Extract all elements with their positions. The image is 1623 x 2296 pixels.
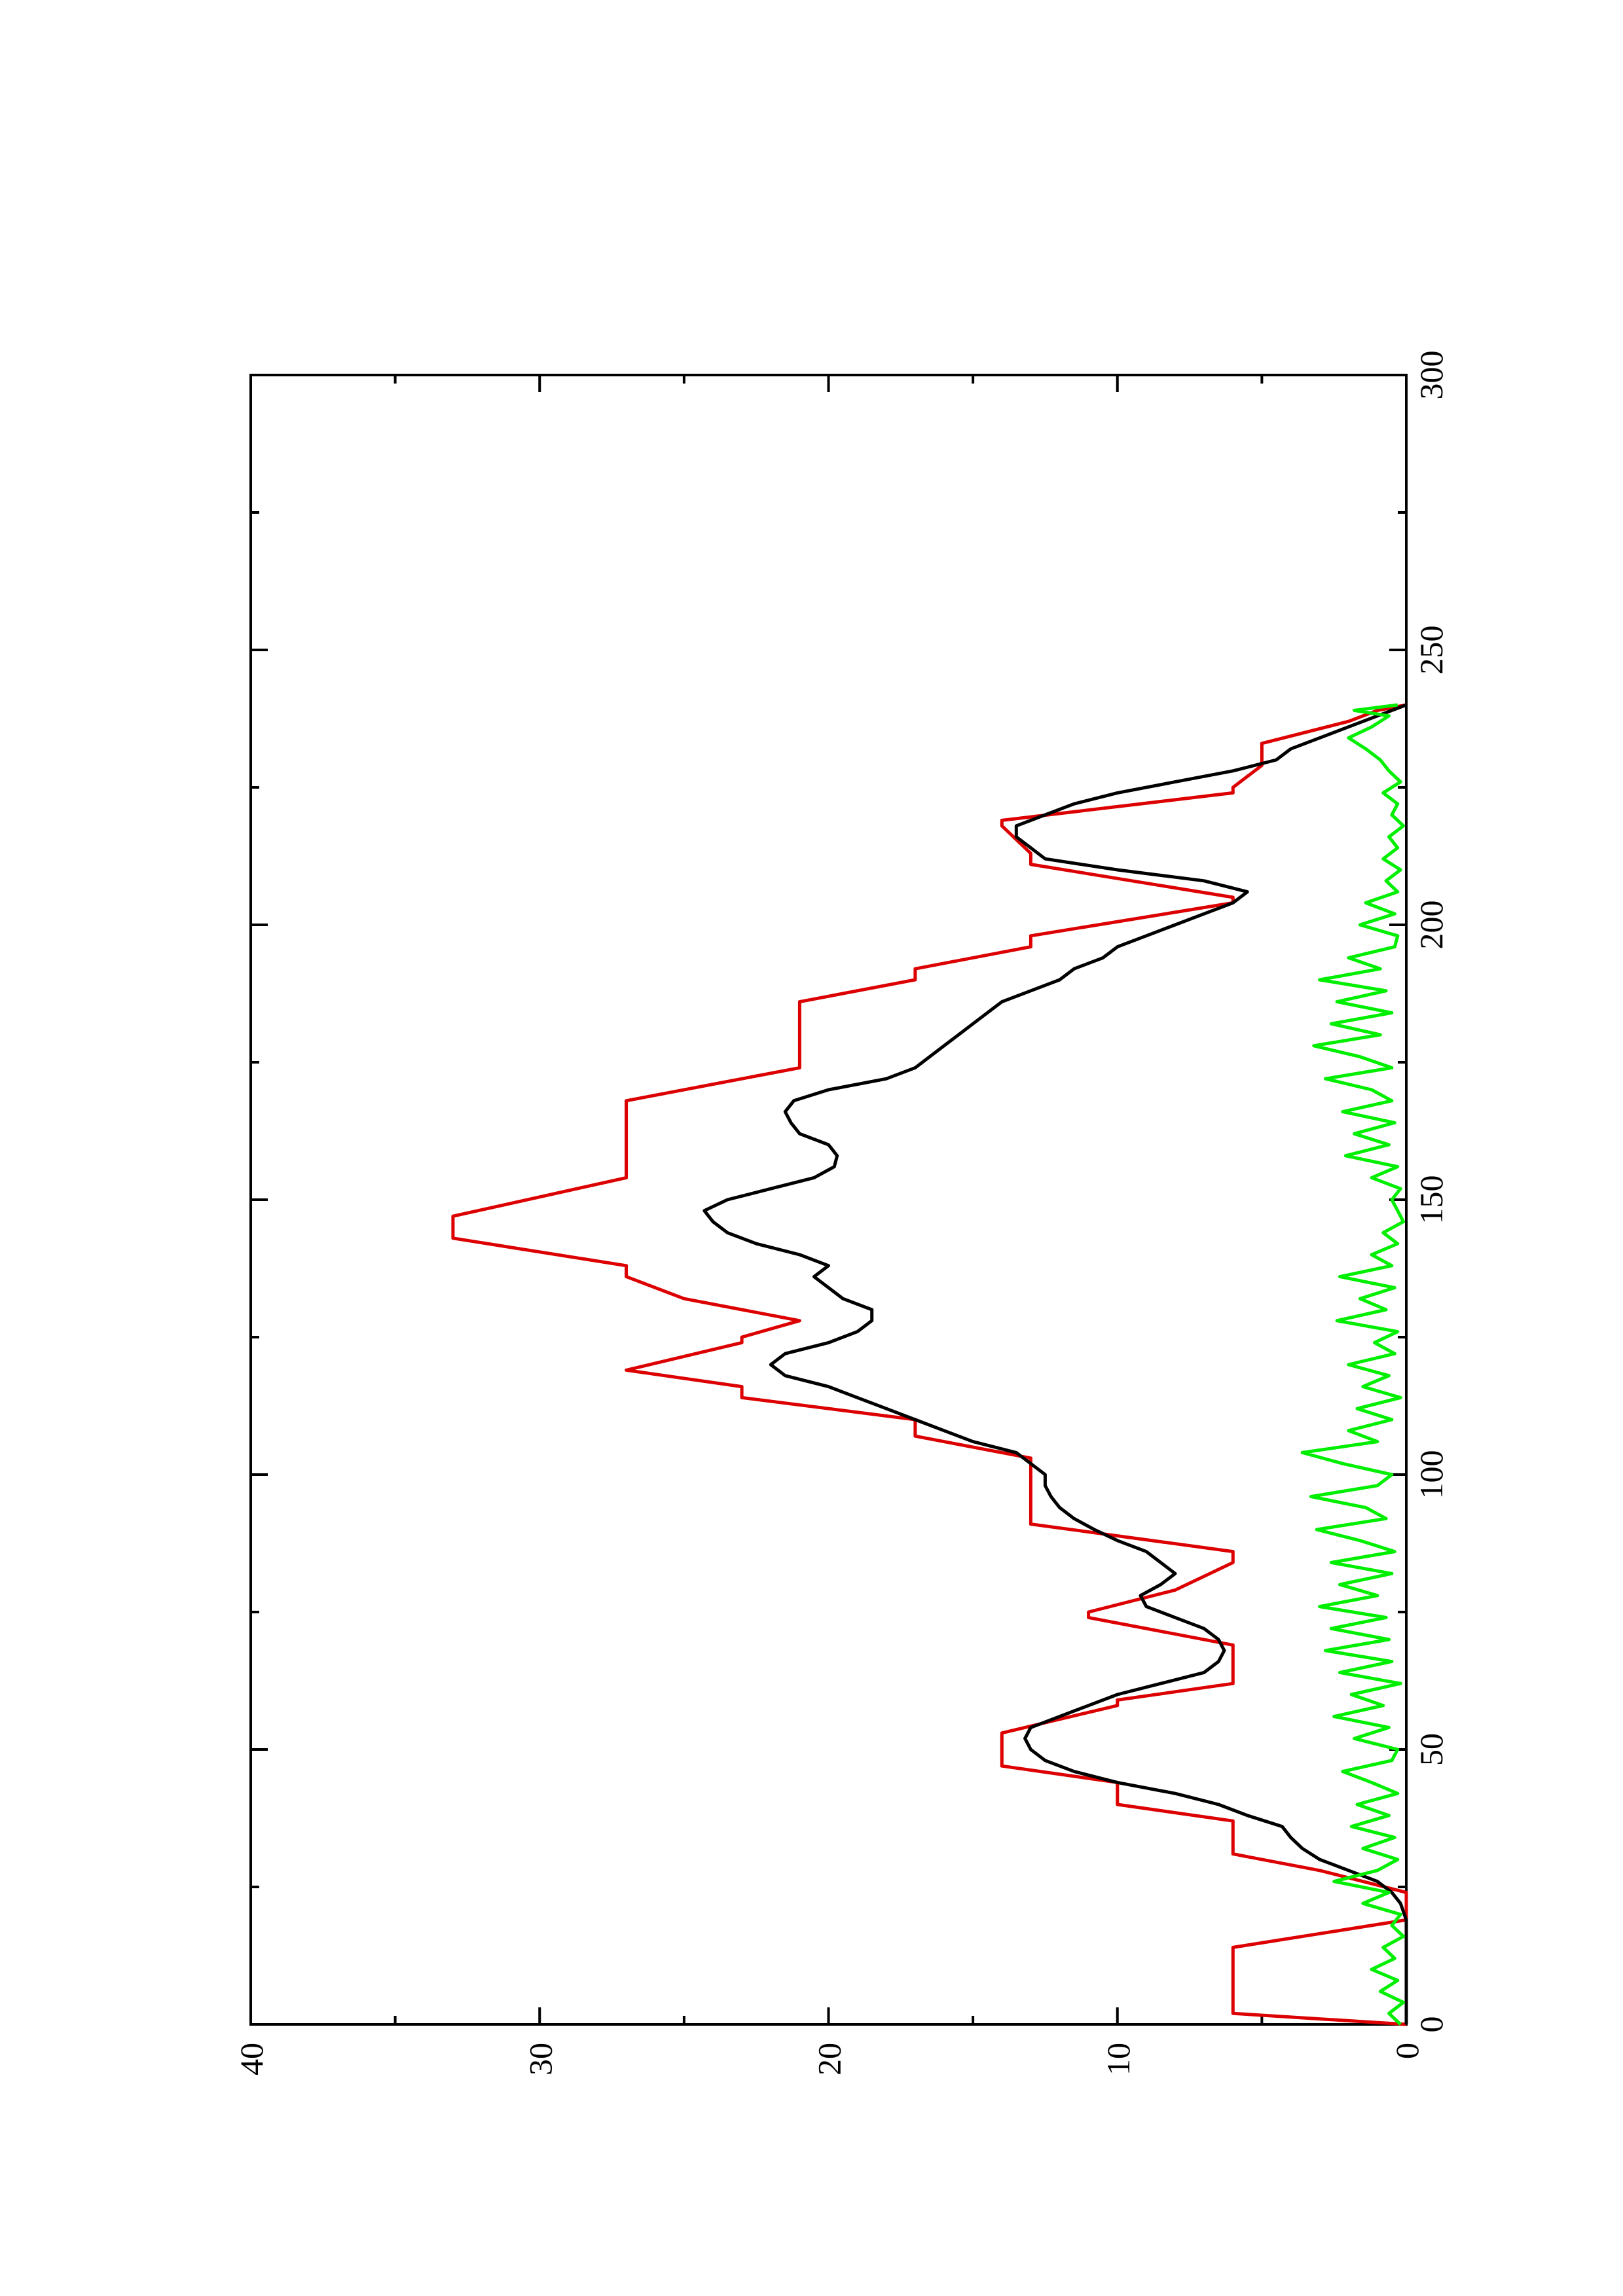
y-tick-label: 30: [522, 2043, 558, 2075]
plot-frame: [249, 374, 1408, 2026]
axis-tick-labels: 0 50 100 150 200 250 300 0 10 20 30 40: [233, 351, 1450, 2076]
series-line-1: [451, 703, 1408, 2026]
x-tick-label: 150: [1413, 1175, 1450, 1225]
x-tick-label: 200: [1413, 901, 1450, 950]
y-tick-label: 40: [233, 2043, 270, 2075]
chart-series: [451, 703, 1408, 2026]
y-tick-label: 20: [811, 2043, 848, 2075]
x-tick-label: 250: [1413, 626, 1450, 675]
y-tick-label: 10: [1100, 2043, 1137, 2075]
x-tick-label: 50: [1413, 1733, 1450, 1766]
y-tick-label: 0: [1389, 2043, 1425, 2059]
axis-ticks: [249, 374, 1408, 2026]
x-tick-label: 300: [1413, 351, 1450, 400]
series-line-2: [702, 703, 1408, 2024]
series-line-3: [1300, 703, 1406, 2026]
x-tick-label: 0: [1413, 2017, 1450, 2033]
x-tick-label: 100: [1413, 1450, 1450, 1499]
